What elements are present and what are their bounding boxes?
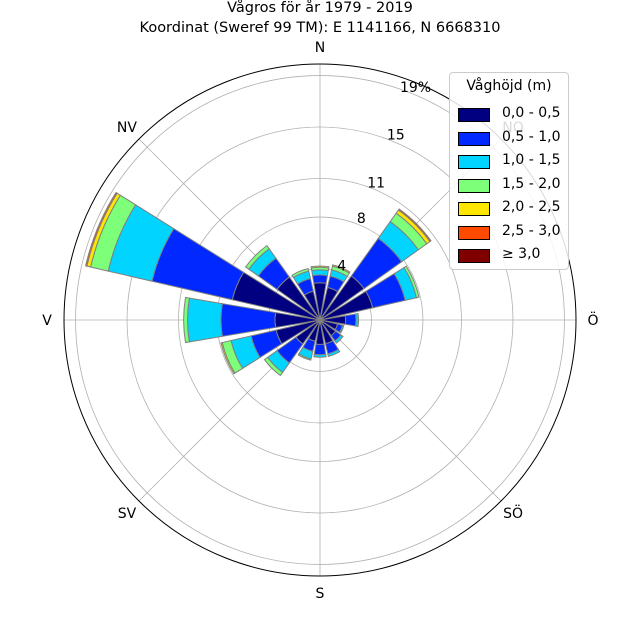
legend-label: 1,5 - 2,0 — [502, 175, 561, 192]
direction-label-Ö: Ö — [587, 311, 598, 329]
legend-swatch — [458, 225, 490, 240]
legend-label: 2,5 - 3,0 — [502, 222, 561, 239]
legend-swatch — [458, 131, 490, 146]
bar-Ö-bin-1 — [344, 313, 357, 327]
bar-V-bin-3 — [183, 296, 190, 344]
bar-NO-bin-5 — [397, 208, 432, 243]
bar-SSO-bin-2 — [327, 348, 341, 357]
radial-tick-label: 4 — [337, 258, 346, 274]
legend-label: 2,0 - 2,5 — [502, 199, 561, 215]
legend-label: ≥ 3,0 — [502, 246, 541, 262]
bar-ONO-bin-3 — [403, 265, 420, 299]
direction-label-N: N — [315, 40, 325, 56]
legend-label: 0,0 - 0,5 — [502, 105, 561, 121]
bar-V-bin-2 — [187, 297, 223, 343]
bar-N-bin-4 — [310, 265, 330, 269]
legend-label: 0,5 - 1,0 — [502, 128, 561, 145]
bar-VNV-bin-5 — [85, 191, 118, 267]
direction-label-NV: NV — [117, 120, 137, 136]
bar-VSV-bin-4 — [220, 341, 236, 375]
radial-tick-label: 8 — [357, 211, 366, 227]
bar-N-bin-2 — [311, 269, 329, 277]
legend-swatch — [458, 178, 490, 193]
polar-frame — [63, 63, 577, 577]
chart-title: Vågros för år 1979 - 2019 — [227, 0, 413, 16]
bar-Ö-bin-2 — [354, 313, 360, 327]
radial-tick-label: 15 — [387, 128, 405, 144]
chart-subtitle: Koordinat (Sweref 99 TM): E 1141166, N 6… — [139, 20, 501, 36]
legend-swatch — [458, 202, 490, 216]
legend-swatch — [458, 155, 490, 169]
bar-N-bin-1 — [311, 274, 329, 284]
legend: Våghöjd (m) 0,0 - 0,5 0,5 - 1,0 1,0 - 1,5 1… — [449, 72, 569, 270]
direction-label-SÖ: SÖ — [503, 504, 523, 522]
bar-S-bin-2 — [313, 353, 327, 358]
direction-label-V: V — [42, 313, 52, 329]
radial-tick-label: 11 — [367, 175, 385, 191]
bar-SÖ-bin-2 — [334, 334, 344, 344]
bar-SSV-bin-3 — [297, 353, 312, 361]
direction-label-SV: SV — [118, 506, 137, 522]
bar-NNO-bin-4 — [331, 264, 351, 274]
bar-V-bin-1 — [220, 303, 277, 337]
bar-OSO-bin-2 — [338, 324, 345, 334]
legend-title: Våghöjd (m) — [466, 78, 552, 94]
bar-NNV-bin-3 — [291, 268, 310, 279]
legend-swatch — [458, 108, 490, 122]
legend-label: 1,0 - 1,5 — [502, 152, 561, 168]
bar-NV-bin-3 — [244, 244, 270, 270]
direction-label-S: S — [316, 586, 325, 602]
radial-tick-label: 19% — [400, 80, 431, 96]
bar-SV-bin-3 — [263, 356, 284, 377]
grid-spoke — [319, 319, 502, 502]
legend-swatch — [458, 249, 490, 263]
bar-S-bin-1 — [313, 343, 327, 356]
